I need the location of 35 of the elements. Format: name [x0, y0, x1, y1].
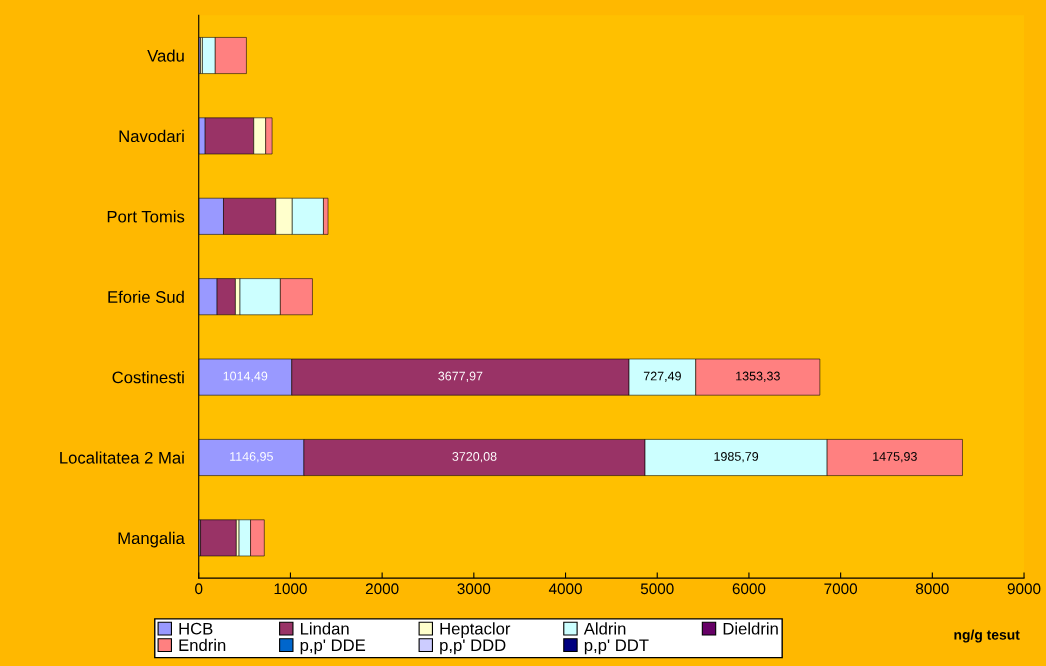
data-label: 1146,95: [230, 452, 273, 463]
x-tick-label: 7000: [824, 583, 858, 595]
y-tick-label: Navodari: [119, 129, 184, 143]
legend-label: HCB: [179, 622, 213, 635]
legend-label: Heptaclor: [440, 622, 511, 638]
x-tick-label: 8000: [916, 583, 949, 595]
legend-label: Endrin: [179, 638, 226, 652]
y-tick-label: Mangalia: [118, 531, 185, 548]
x-tick-label: 1000: [274, 583, 307, 595]
x-axis-title: ng/g tesut: [954, 629, 1020, 643]
data-label: 1475,93: [873, 452, 917, 463]
x-tick-label: 2000: [365, 583, 399, 595]
x-tick-label: 9000: [1007, 583, 1041, 595]
legend-label: p,p' DDE: [300, 639, 366, 655]
legend-label: Lindan: [300, 622, 349, 635]
data-label: 1014,49: [223, 371, 268, 382]
y-tick-label: Vadu: [147, 49, 184, 62]
y-tick-label: Localitatea 2 Mai: [60, 451, 184, 464]
data-label: 3720,08: [452, 452, 497, 463]
y-tick-label: Eforie Sud: [108, 290, 184, 303]
legend-label: Aldrin: [583, 622, 626, 635]
legend-label: Dieldrin: [723, 622, 778, 635]
y-tick-label: Costinesti: [112, 371, 184, 384]
x-tick-label: 6000: [732, 583, 766, 595]
x-tick-label: 5000: [640, 583, 674, 595]
x-tick-label: 3000: [457, 583, 491, 595]
x-tick-label: 4000: [548, 583, 582, 595]
data-label: 1353,33: [736, 371, 780, 382]
legend-label: p,p' DDD: [440, 639, 506, 655]
data-label: 727,49: [643, 371, 681, 382]
y-tick-label: Port Tomis: [107, 210, 185, 223]
data-label: 1985,79: [714, 452, 759, 463]
legend-label: p,p' DDT: [584, 639, 649, 655]
data-label: 3677,97: [438, 371, 483, 382]
x-tick-label: 0: [195, 583, 203, 595]
